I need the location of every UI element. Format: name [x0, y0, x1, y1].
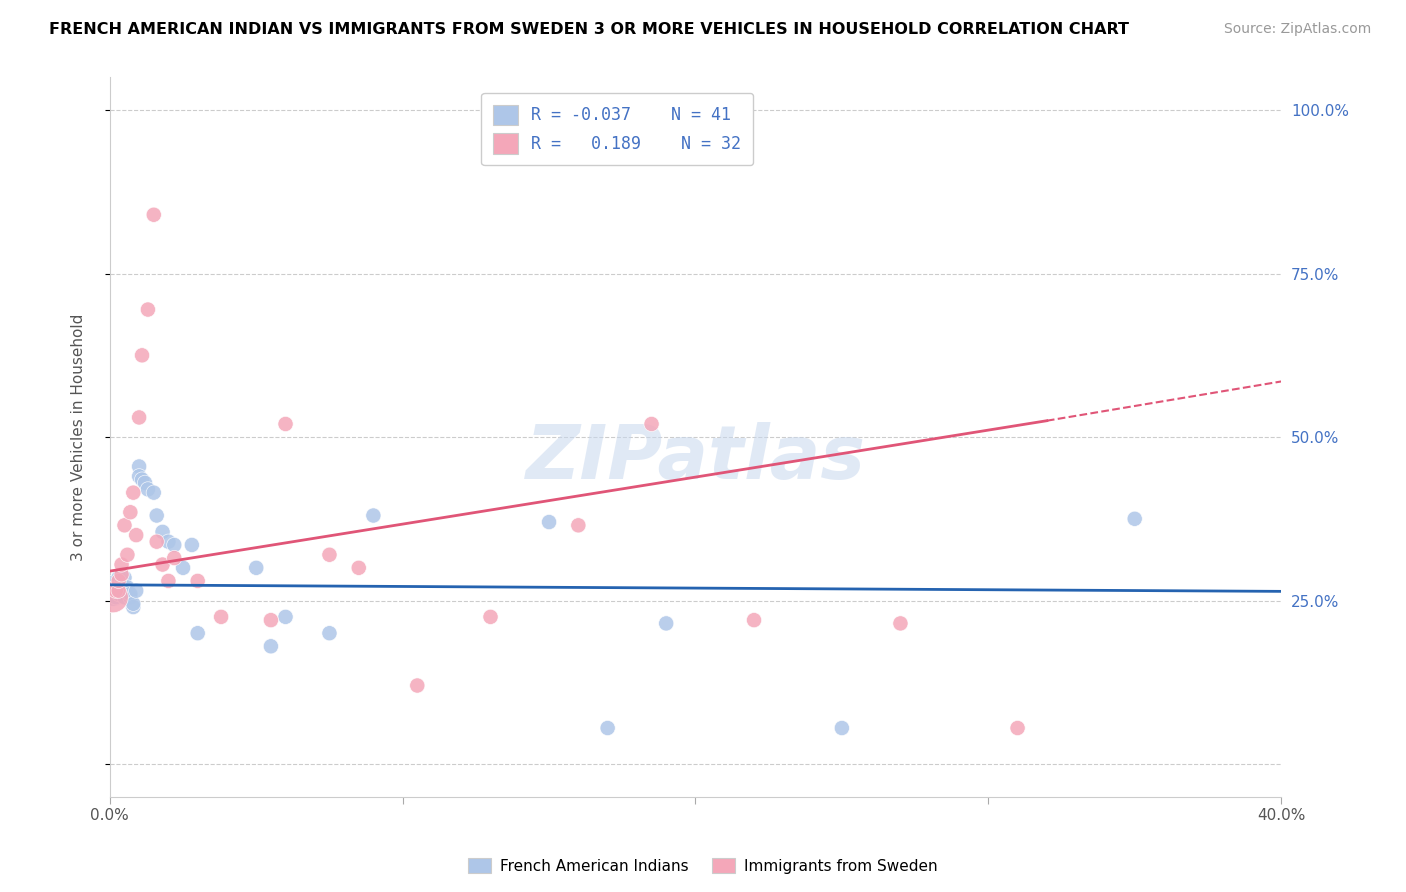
Point [110, 577, 132, 591]
Point [128, 459, 150, 474]
Point [114, 518, 136, 533]
Point [655, 616, 678, 631]
Point [114, 583, 136, 598]
Point [122, 485, 145, 500]
Point [260, 613, 283, 627]
Point [142, 208, 165, 222]
Point [245, 561, 267, 575]
Point [157, 574, 180, 588]
Legend: R = -0.037    N = 41, R =   0.189    N = 32: R = -0.037 N = 41, R = 0.189 N = 32 [481, 93, 754, 165]
Point [187, 574, 209, 588]
Point [157, 534, 180, 549]
Point [134, 475, 156, 490]
Point [640, 417, 662, 431]
Point [567, 518, 589, 533]
Point [107, 574, 129, 588]
Point [142, 485, 165, 500]
Point [152, 558, 174, 572]
Text: FRENCH AMERICAN INDIAN VS IMMIGRANTS FROM SWEDEN 3 OR MORE VEHICLES IN HOUSEHOLD: FRENCH AMERICAN INDIAN VS IMMIGRANTS FRO… [49, 22, 1129, 37]
Point [120, 587, 142, 601]
Point [136, 302, 159, 317]
Point [110, 567, 132, 582]
Point [101, 583, 124, 598]
Point [128, 410, 150, 425]
Point [110, 558, 132, 572]
Point [274, 417, 297, 431]
Point [107, 583, 129, 598]
Point [145, 534, 167, 549]
Point [318, 626, 340, 640]
Point [363, 508, 385, 523]
Point [742, 613, 765, 627]
Point [122, 597, 145, 611]
Point [1123, 512, 1146, 526]
Point [107, 587, 129, 601]
Legend: French American Indians, Immigrants from Sweden: French American Indians, Immigrants from… [463, 852, 943, 880]
Point [260, 640, 283, 654]
Point [406, 679, 429, 693]
Point [125, 528, 148, 542]
Point [145, 508, 167, 523]
Point [104, 583, 127, 598]
Point [347, 561, 370, 575]
Point [172, 561, 194, 575]
Point [117, 581, 139, 595]
Point [889, 616, 911, 631]
Point [120, 505, 142, 519]
Y-axis label: 3 or more Vehicles in Household: 3 or more Vehicles in Household [72, 313, 86, 561]
Point [107, 571, 129, 585]
Point [110, 581, 132, 595]
Point [479, 610, 502, 624]
Point [131, 473, 153, 487]
Text: ZIPatlas: ZIPatlas [526, 422, 866, 495]
Point [163, 551, 186, 566]
Point [101, 591, 124, 605]
Point [187, 626, 209, 640]
Point [831, 721, 853, 735]
Point [114, 591, 136, 605]
Point [128, 469, 150, 483]
Point [122, 600, 145, 615]
Point [104, 591, 127, 605]
Point [209, 610, 232, 624]
Point [136, 483, 159, 497]
Point [152, 524, 174, 539]
Point [180, 538, 202, 552]
Point [104, 581, 127, 595]
Point [163, 538, 186, 552]
Point [125, 583, 148, 598]
Text: Source: ZipAtlas.com: Source: ZipAtlas.com [1223, 22, 1371, 37]
Point [274, 610, 297, 624]
Point [318, 548, 340, 562]
Point [117, 548, 139, 562]
Point [131, 348, 153, 362]
Point [117, 583, 139, 598]
Point [596, 721, 619, 735]
Point [114, 571, 136, 585]
Point [114, 581, 136, 595]
Point [1007, 721, 1029, 735]
Point [120, 591, 142, 605]
Point [538, 515, 561, 529]
